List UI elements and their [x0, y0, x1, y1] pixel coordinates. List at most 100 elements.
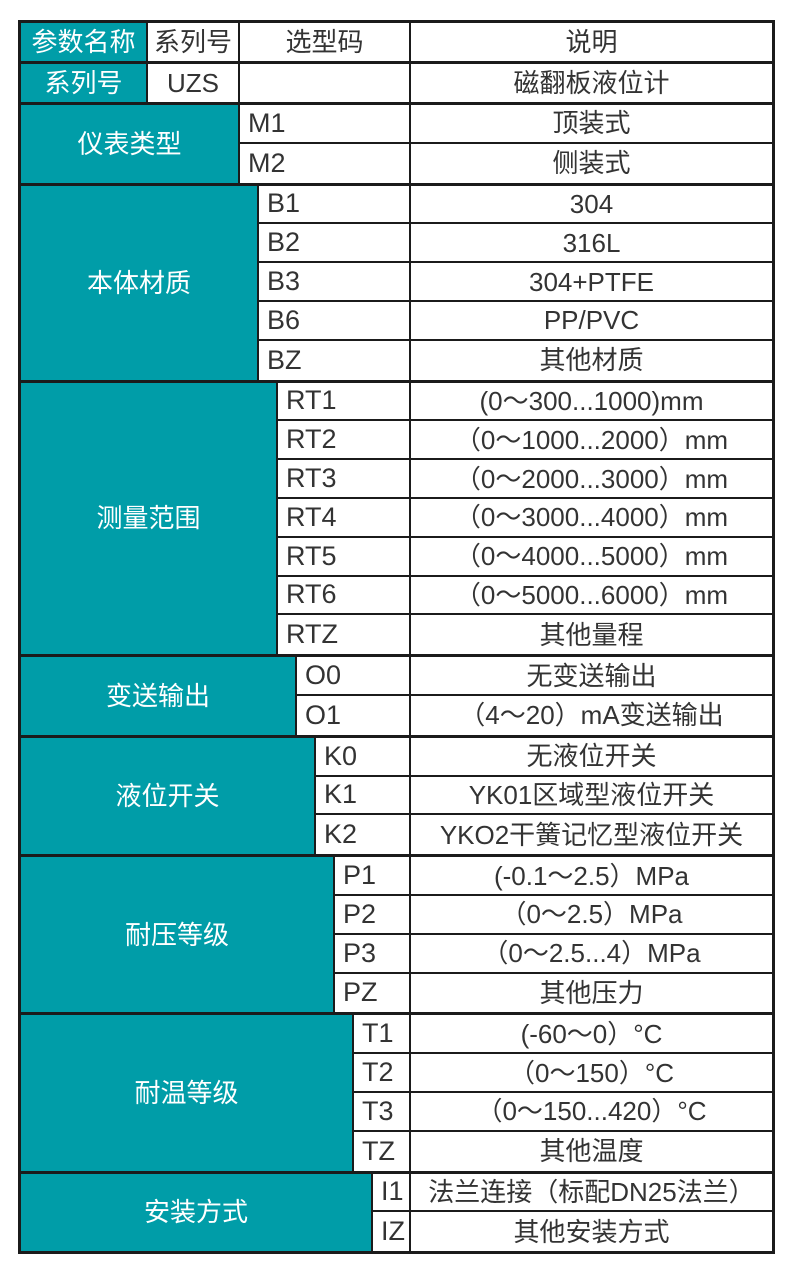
series-row: 系列号 UZS 磁翻板液位计	[21, 64, 772, 105]
option-row: O0 无变送输出	[297, 657, 772, 696]
code-cell: P2	[335, 895, 411, 933]
section-label-cell: 耐温等级	[21, 1015, 354, 1171]
code-cell: RTZ	[278, 615, 411, 655]
sections-container: 仪表类型 M1 顶装式 M2 侧装式 本体材质 B1 304 B2 316L B…	[21, 105, 772, 1252]
code-cell: T2	[354, 1054, 411, 1091]
code-cell: B6	[259, 301, 411, 339]
description-cell: （0～150）°C	[508, 1057, 674, 1088]
code-cell: P1	[335, 857, 411, 894]
section-rows: B1 304 B2 316L B3 304+PTFE B6 PP/PVC BZ …	[259, 185, 772, 380]
header-cell-param-name: 参数名称	[21, 23, 148, 61]
description-cell: 侧装式	[552, 148, 631, 179]
code-cell: K1	[316, 776, 411, 814]
description-cell: （0～5000...6000）mm	[454, 579, 729, 610]
section-rows: K0 无液位开关 K1 YK01区域型液位开关 K2 YKO2干簧记忆型液位开关	[316, 737, 772, 855]
description-cell: （0～2.5...4）MPa	[482, 938, 701, 969]
code-cell: RT2	[278, 421, 411, 459]
option-row: IZ 其他安装方式	[373, 1212, 772, 1252]
description-cell: 其他温度	[539, 1136, 644, 1167]
option-row: O1 （4～20）mA变送输出	[297, 695, 772, 735]
selection-table: 参数名称 系列号 选型码 说明 系列号 UZS 磁翻板液位计 仪表类型 M1 顶…	[18, 20, 775, 1255]
header-cell-selection-code: 选型码	[240, 23, 411, 61]
option-row: K0 无液位开关	[316, 737, 772, 777]
parameter-section: 本体材质 B1 304 B2 316L B3 304+PTFE B6 PP/PV…	[21, 185, 772, 383]
description-cell: （0～1000...2000）mm	[454, 424, 729, 455]
series-code-cell: UZS	[148, 64, 240, 102]
section-label-cell: 测量范围	[21, 382, 278, 655]
description-cell: （0～3000...4000）mm	[454, 502, 729, 533]
description-cell: 其他压力	[539, 977, 644, 1008]
description-cell: 无液位开关	[526, 741, 657, 772]
description-cell: (-60～0）°C	[520, 1018, 663, 1049]
option-row: B1 304	[259, 185, 772, 225]
description-cell: （4～20）mA变送输出	[459, 700, 724, 731]
code-cell: K0	[316, 737, 411, 775]
description-cell: （0～150...420）°C	[476, 1096, 707, 1127]
section-rows: O0 无变送输出 O1 （4～20）mA变送输出	[297, 657, 772, 735]
description-cell: 其他安装方式	[513, 1216, 670, 1247]
option-row: T3 （0～150...420）°C	[354, 1092, 772, 1132]
option-row: RT3 （0～2000...3000）mm	[278, 460, 772, 499]
table-header-row: 参数名称 系列号 选型码 说明	[21, 23, 772, 64]
code-cell: T1	[354, 1015, 411, 1053]
description-cell: (-0.1～2.5）MPa	[493, 860, 690, 891]
parameter-section: 耐压等级 P1 (-0.1～2.5）MPa P2 （0～2.5）MPa P3 （…	[21, 857, 772, 1016]
description-cell: 其他材质	[539, 345, 644, 376]
description-cell: 法兰连接（标配DN25法兰）	[428, 1176, 755, 1207]
option-row: RT4 （0～3000...4000）mm	[278, 498, 772, 538]
code-cell: K2	[316, 815, 411, 855]
section-rows: M1 顶装式 M2 侧装式	[240, 105, 772, 183]
parameter-section: 测量范围 RT1 (0～300...1000)mm RT2 （0～1000...…	[21, 382, 772, 658]
section-label-cell: 耐压等级	[21, 857, 335, 1013]
code-cell: M1	[240, 105, 411, 142]
description-cell: （0～4000...5000）mm	[454, 541, 729, 572]
code-cell: P3	[335, 934, 411, 972]
code-cell: B3	[259, 263, 411, 300]
code-cell: T3	[354, 1092, 411, 1130]
series-empty-cell	[240, 64, 411, 102]
code-cell: O0	[297, 657, 411, 694]
code-cell: RT3	[278, 460, 411, 497]
option-row: K1 YK01区域型液位开关	[316, 776, 772, 816]
section-rows: I1 法兰连接（标配DN25法兰） IZ 其他安装方式	[373, 1173, 772, 1252]
option-row: TZ 其他温度	[354, 1131, 772, 1171]
option-row: B6 PP/PVC	[259, 301, 772, 341]
header-cell-description: 说明	[565, 27, 618, 57]
option-row: RT1 (0～300...1000)mm	[278, 382, 772, 422]
option-row: T2 （0～150）°C	[354, 1054, 772, 1093]
section-label-cell: 安装方式	[21, 1173, 373, 1252]
option-row: B2 316L	[259, 224, 772, 264]
code-cell: IZ	[373, 1212, 411, 1252]
code-cell: B2	[259, 224, 411, 262]
code-cell: RT4	[278, 498, 411, 536]
option-row: RT6 （0～5000...6000）mm	[278, 576, 772, 616]
option-row: P1 (-0.1～2.5）MPa	[335, 857, 772, 896]
option-row: PZ 其他压力	[335, 973, 772, 1013]
code-cell: B1	[259, 185, 411, 223]
code-cell: RT6	[278, 576, 411, 614]
option-row: K2 YKO2干簧记忆型液位开关	[316, 815, 772, 855]
parameter-section: 变送输出 O0 无变送输出 O1 （4～20）mA变送输出	[21, 657, 772, 738]
section-rows: T1 (-60～0）°C T2 （0～150）°C T3 （0～150...42…	[354, 1015, 772, 1171]
option-row: RT5 （0～4000...5000）mm	[278, 537, 772, 577]
code-cell: RT5	[278, 537, 411, 575]
option-row: I1 法兰连接（标配DN25法兰）	[373, 1173, 772, 1213]
code-cell: BZ	[259, 340, 411, 380]
description-cell: 304	[569, 188, 614, 219]
code-cell: PZ	[335, 973, 411, 1013]
description-cell: （0～2000...3000）mm	[454, 463, 729, 494]
description-cell: 其他量程	[539, 619, 644, 650]
parameter-section: 液位开关 K0 无液位开关 K1 YK01区域型液位开关 K2 YKO2干簧记忆…	[21, 737, 772, 858]
description-cell: 顶装式	[552, 108, 631, 139]
section-label-cell: 变送输出	[21, 657, 297, 735]
description-cell: 316L	[562, 227, 621, 258]
option-row: T1 (-60～0）°C	[354, 1015, 772, 1055]
description-cell: 304+PTFE	[528, 266, 654, 297]
header-cell-series-no: 系列号	[148, 23, 240, 61]
description-cell: （0～2.5）MPa	[500, 899, 683, 930]
option-row: P2 （0～2.5）MPa	[335, 895, 772, 935]
option-row: P3 （0～2.5...4）MPa	[335, 934, 772, 974]
option-row: RTZ 其他量程	[278, 615, 772, 655]
code-cell: I1	[373, 1173, 411, 1211]
option-row: M1 顶装式	[240, 105, 772, 144]
